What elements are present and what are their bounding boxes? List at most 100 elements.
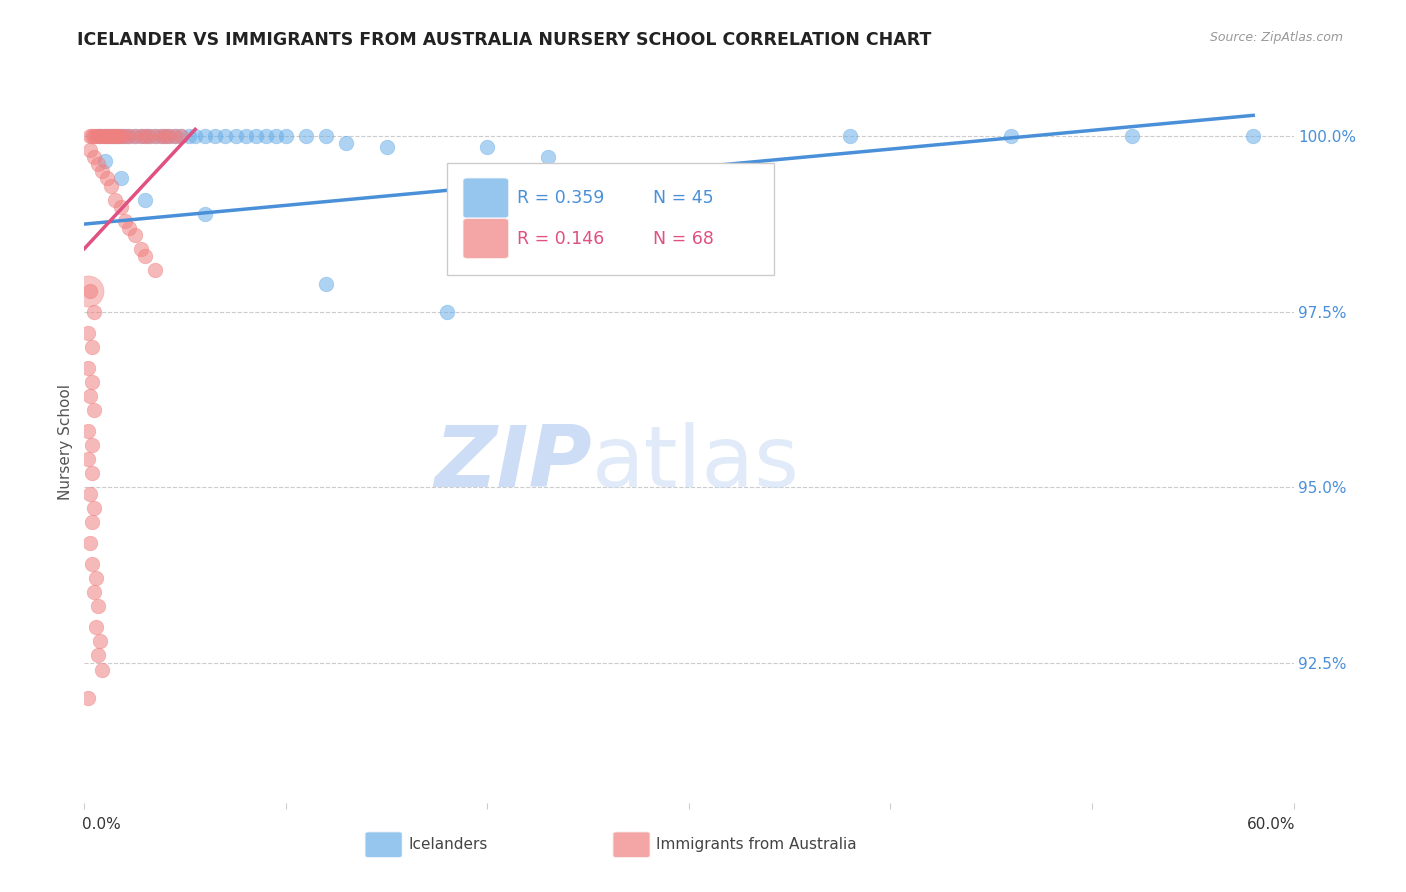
Point	[77, 452, 100, 467]
Point	[82, 129, 104, 144]
Text: ICELANDER VS IMMIGRANTS FROM AUSTRALIA NURSERY SCHOOL CORRELATION CHART: ICELANDER VS IMMIGRANTS FROM AUSTRALIA N…	[77, 31, 932, 49]
Point	[274, 129, 297, 144]
Point	[118, 129, 141, 144]
Point	[77, 360, 100, 375]
Point	[104, 193, 127, 207]
Point	[87, 129, 110, 144]
Point	[110, 200, 132, 214]
Point	[114, 129, 136, 144]
Point	[254, 129, 277, 144]
Point	[129, 242, 152, 256]
Point	[110, 129, 132, 144]
Point	[194, 129, 217, 144]
Point	[79, 487, 101, 501]
Point	[124, 227, 146, 242]
Point	[104, 129, 127, 144]
Point	[87, 648, 110, 663]
Text: Source: ZipAtlas.com: Source: ZipAtlas.com	[1209, 31, 1343, 45]
Point	[79, 129, 101, 144]
Point	[134, 129, 156, 144]
Point	[100, 178, 122, 193]
Point	[83, 403, 105, 417]
Point	[86, 620, 108, 634]
Point	[537, 151, 560, 165]
Point	[153, 129, 176, 144]
Text: R = 0.146: R = 0.146	[517, 229, 605, 247]
Point	[101, 129, 124, 144]
Text: 0.0%: 0.0%	[83, 817, 121, 832]
Point	[105, 129, 128, 144]
Point	[214, 129, 236, 144]
Point	[93, 129, 115, 144]
Point	[157, 129, 180, 144]
Point	[82, 515, 104, 529]
Point	[110, 129, 132, 144]
Y-axis label: Nursery School: Nursery School	[58, 384, 73, 500]
Point	[83, 129, 105, 144]
Point	[134, 129, 156, 144]
Point	[82, 340, 104, 354]
Point	[87, 599, 110, 614]
Point	[170, 129, 193, 144]
Point	[165, 129, 187, 144]
Point	[436, 305, 458, 319]
Point	[839, 129, 862, 144]
Point	[165, 129, 187, 144]
Point	[96, 129, 118, 144]
Point	[245, 129, 267, 144]
Point	[100, 129, 122, 144]
Point	[118, 220, 141, 235]
Point	[97, 129, 120, 144]
Point	[91, 164, 114, 178]
Text: N = 68: N = 68	[652, 229, 713, 247]
Point	[124, 129, 146, 144]
Point	[93, 153, 115, 168]
FancyBboxPatch shape	[463, 219, 509, 259]
Point	[91, 663, 114, 677]
Point	[143, 129, 166, 144]
Point	[79, 144, 101, 158]
Point	[79, 284, 101, 298]
Point	[149, 129, 172, 144]
Point	[87, 157, 110, 171]
Point	[129, 129, 152, 144]
Point	[1241, 129, 1264, 144]
Point	[82, 375, 104, 389]
Point	[82, 438, 104, 452]
Text: 60.0%: 60.0%	[1247, 817, 1295, 832]
Point	[179, 129, 201, 144]
Point	[134, 249, 156, 263]
Point	[114, 129, 136, 144]
Point	[143, 129, 166, 144]
Point	[77, 284, 100, 298]
Point	[82, 558, 104, 572]
Text: Icelanders: Icelanders	[408, 838, 488, 852]
Point	[315, 277, 337, 291]
Point	[110, 171, 132, 186]
Point	[83, 305, 105, 319]
Text: ZIP: ZIP	[434, 422, 592, 505]
Point	[77, 424, 100, 438]
Point	[91, 129, 114, 144]
Point	[129, 129, 152, 144]
Point	[477, 140, 499, 154]
Point	[114, 213, 136, 227]
Point	[79, 389, 101, 403]
FancyBboxPatch shape	[613, 831, 650, 858]
FancyBboxPatch shape	[463, 178, 509, 219]
Text: R = 0.359: R = 0.359	[517, 189, 605, 207]
Point	[134, 193, 156, 207]
Point	[149, 129, 172, 144]
Point	[83, 501, 105, 516]
Point	[86, 129, 108, 144]
Point	[315, 129, 337, 144]
Point	[1121, 129, 1143, 144]
Point	[194, 206, 217, 220]
Point	[184, 129, 207, 144]
Point	[89, 634, 111, 648]
Point	[170, 129, 193, 144]
Point	[83, 585, 105, 599]
Point	[264, 129, 287, 144]
Point	[96, 171, 118, 186]
Point	[143, 262, 166, 277]
